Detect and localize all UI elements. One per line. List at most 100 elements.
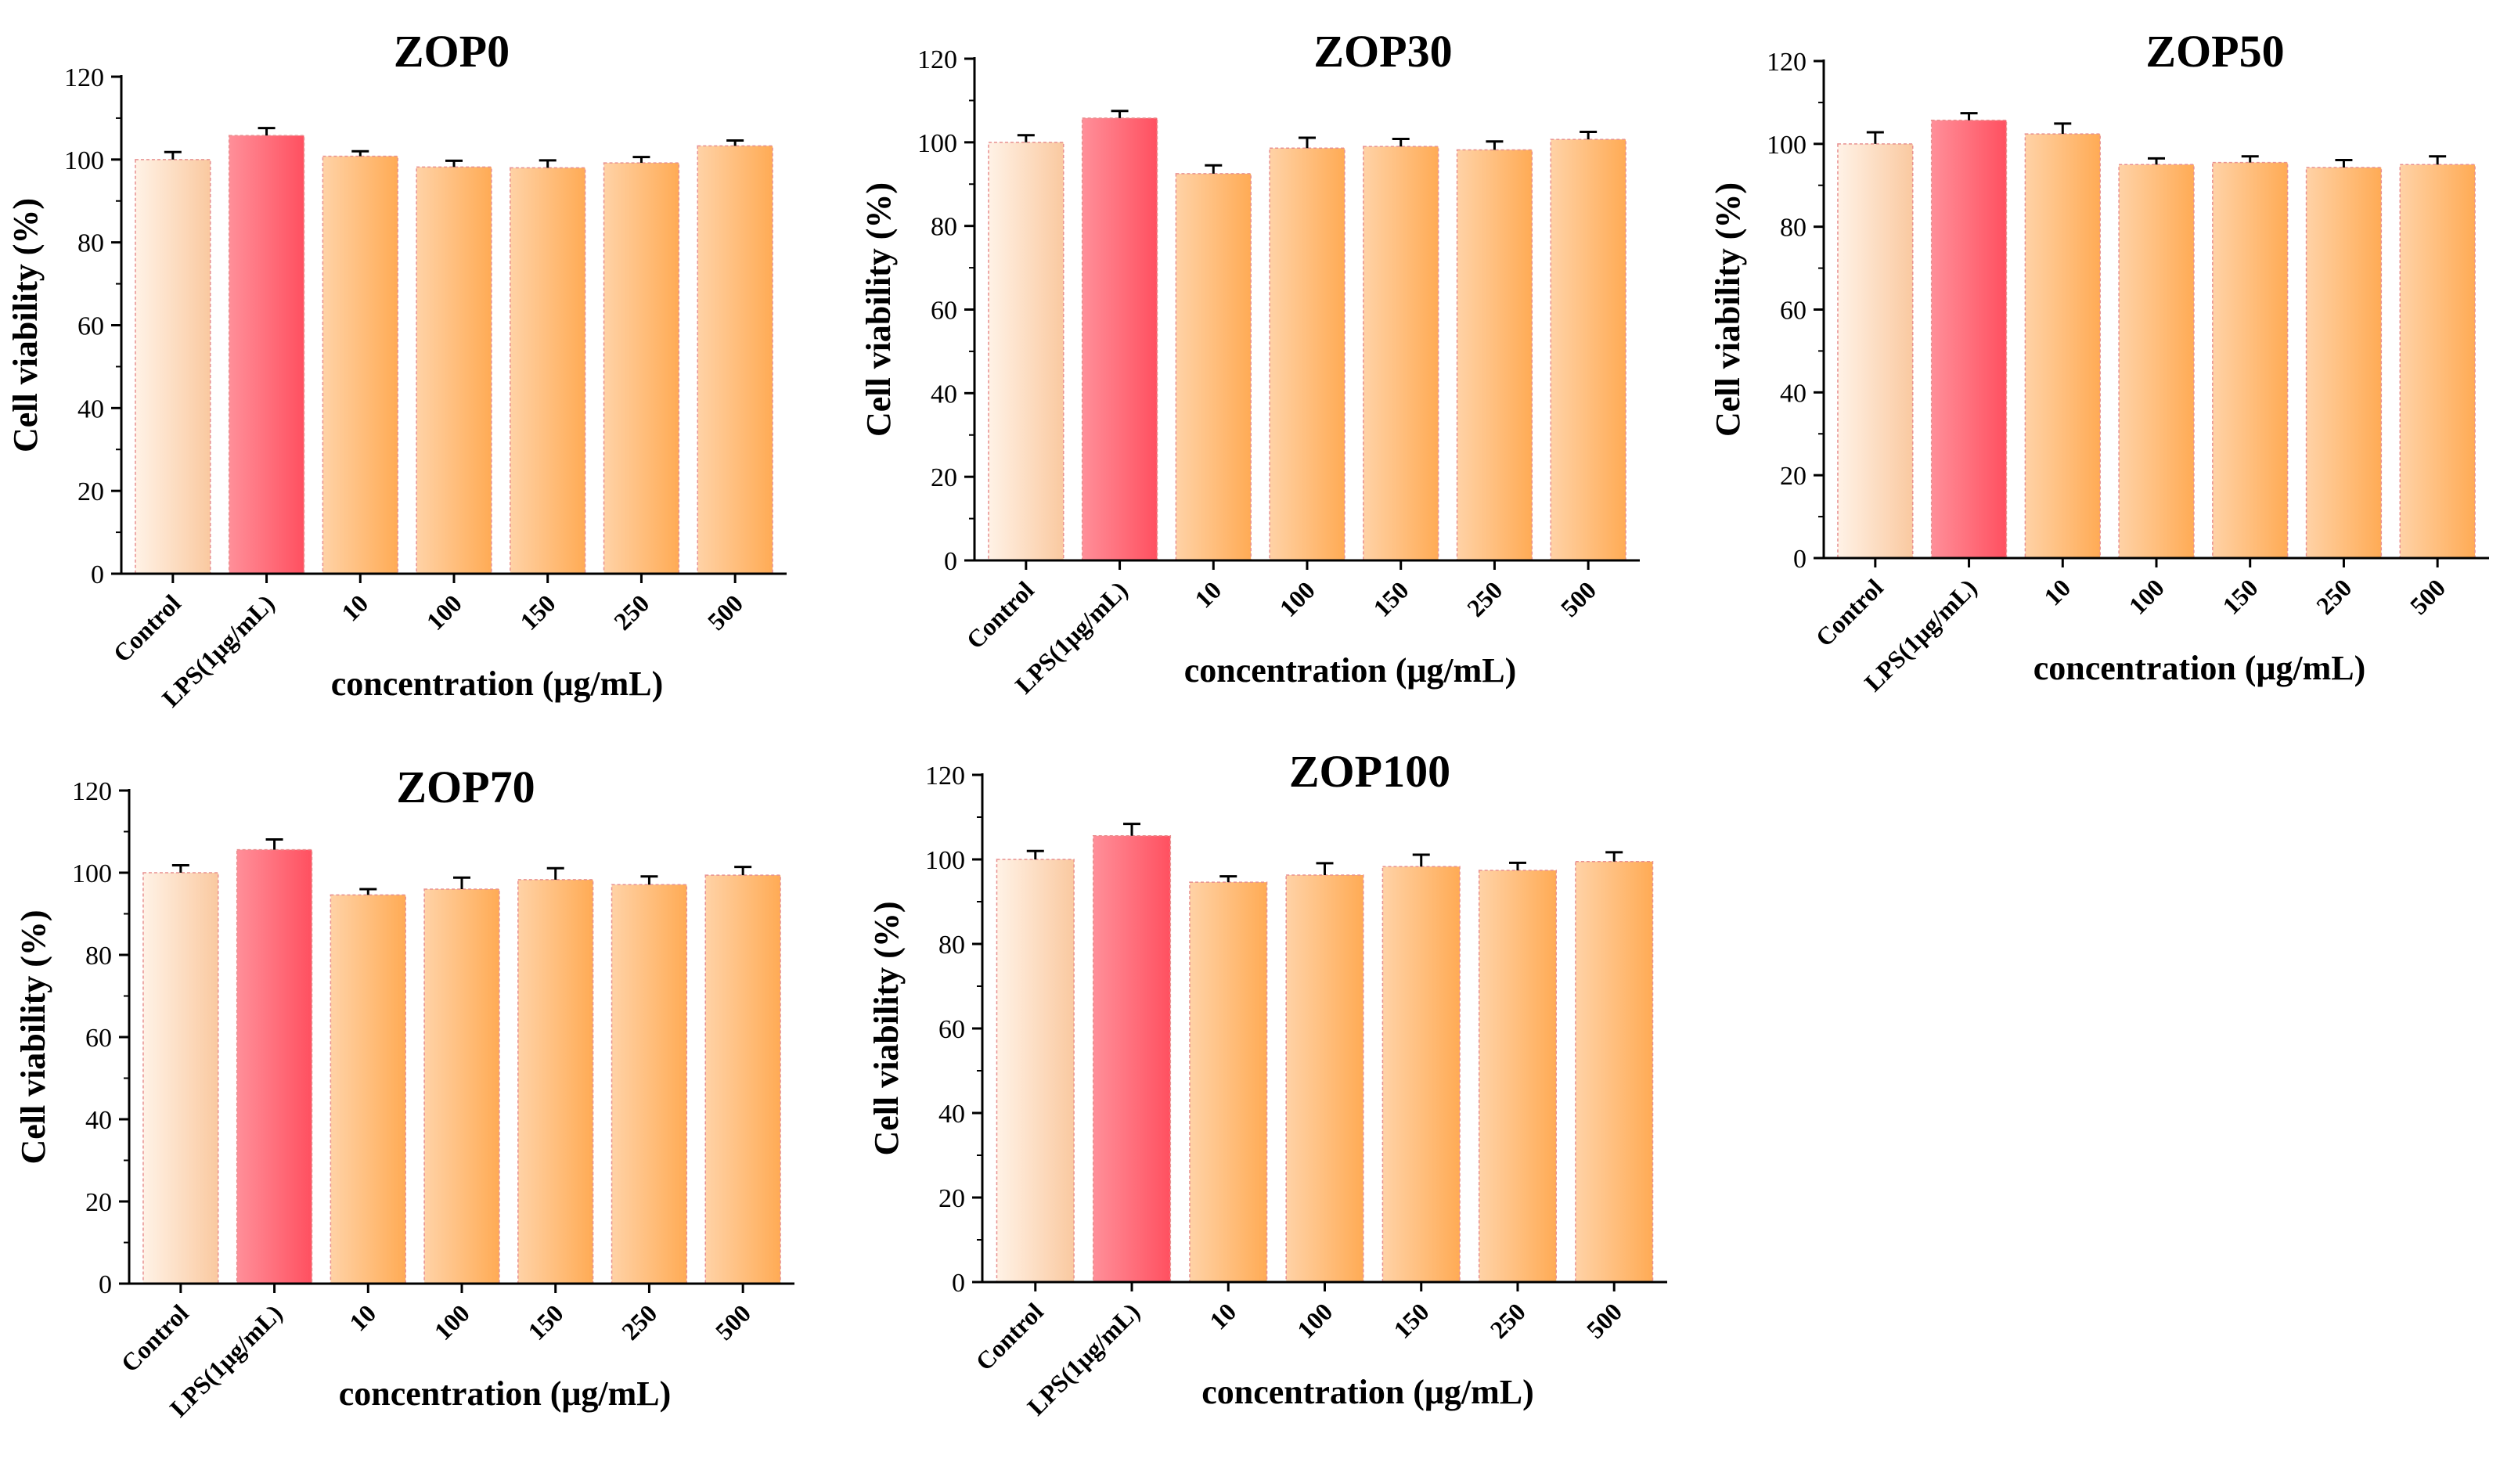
x-tick-label: 250 [1485,1297,1531,1343]
chart-title: ZOP0 [394,26,510,77]
x-tick-label: 150 [514,589,560,635]
error-bar [1017,134,1035,142]
bar-100 [423,888,500,1284]
y-tick-label: 60 [1780,297,1807,326]
error-bar [359,888,377,895]
x-axis-label: concentration (μg/mL) [339,1374,672,1413]
bar-10 [2024,133,2101,559]
bar-250 [1478,870,1558,1283]
y-tick-label: 60 [85,1024,112,1053]
chart-title: ZOP30 [1313,26,1452,77]
y-tick-label: 80 [938,931,965,960]
error-bar [726,139,744,146]
x-axis-label: concentration (μg/mL) [1201,1373,1534,1411]
y-tick-label: 0 [1793,545,1807,574]
bar-250 [603,162,680,575]
error-bar [539,159,557,168]
y-axis-label: Cell viability (%) [859,182,898,437]
bar-lps [1930,119,2008,559]
bar-100 [1269,147,1345,561]
x-axis-label: concentration (μg/mL) [2033,649,2366,687]
error-bar [164,150,182,160]
y-axis-label: Cell viability (%) [867,901,906,1155]
x-tick-label: 500 [1581,1297,1627,1343]
bar-150 [1363,146,1439,561]
x-tick-label: 500 [1555,575,1601,621]
y-tick-label: 100 [925,846,965,875]
bar-500 [1550,139,1626,561]
bar-control [996,859,1075,1283]
bar-10 [322,155,398,575]
y-tick-label: 60 [931,297,957,326]
bar-lps [228,135,305,575]
bar-150 [510,167,586,575]
error-bar [2429,155,2447,165]
bar-100 [2118,164,2195,559]
x-tick-label: 250 [608,589,654,635]
chart-title: ZOP70 [396,762,535,812]
y-tick-label: 0 [944,547,957,576]
x-tick-label: 150 [2217,573,2263,619]
x-axis-label: concentration (μg/mL) [331,665,664,703]
y-tick-label: 100 [1767,131,1807,160]
y-tick-label: 0 [952,1269,965,1298]
x-tick-label: Control [107,589,186,668]
bar-150 [517,879,594,1284]
bar-500 [697,145,773,575]
bar-250 [1456,149,1533,561]
error-bar [1866,131,1884,144]
bar-250 [611,884,688,1284]
bar-250 [2305,167,2383,559]
x-tick-label: 10 [336,589,373,626]
y-tick-label: 80 [1780,214,1807,243]
y-tick-label: 0 [91,560,104,589]
bar-500 [704,874,781,1284]
y-tick-label: 80 [931,213,957,242]
x-tick-label: 10 [2038,573,2076,611]
x-tick-label: Control [960,575,1039,654]
y-tick-label: 100 [72,859,112,888]
bar-lps [236,848,313,1284]
y-tick-label: 0 [99,1270,112,1299]
bar-150 [2212,161,2289,559]
y-tick-label: 120 [64,63,104,92]
error-bar [351,149,369,157]
x-tick-label: 100 [2124,573,2170,619]
bar-lps [1092,835,1172,1283]
error-bar [1486,140,1504,150]
x-tick-label: Control [1810,573,1889,652]
error-bar [1123,823,1141,836]
x-tick-label: 10 [1189,575,1227,613]
y-tick-label: 120 [917,45,957,74]
error-bar [1205,164,1223,174]
x-tick-label: 250 [1461,575,1508,621]
bar-10 [1189,881,1268,1283]
x-tick-label: 10 [1204,1297,1241,1335]
bar-control [1837,143,1914,559]
error-bar [1026,849,1044,859]
error-bar [1605,851,1623,862]
y-tick-label: 20 [931,463,957,492]
error-bar [1111,110,1129,118]
y-tick-label: 40 [77,394,104,423]
bar-100 [416,166,492,575]
x-tick-label: Control [115,1298,194,1378]
y-tick-label: 100 [917,129,957,158]
y-tick-label: 40 [931,380,957,409]
chart-title: ZOP100 [1289,746,1450,797]
bar-control [988,142,1064,561]
error-bar [640,875,658,885]
x-tick-label: 150 [522,1298,568,1345]
error-bar [1508,861,1526,871]
y-tick-label: 120 [925,762,965,791]
y-tick-label: 40 [938,1100,965,1129]
error-bar [265,837,283,850]
x-tick-label: 100 [1274,575,1320,621]
x-tick-label: 250 [2311,573,2357,619]
y-axis-label: Cell viability (%) [6,198,45,452]
bar-500 [1575,860,1654,1283]
chart-title: ZOP50 [2145,26,2284,77]
